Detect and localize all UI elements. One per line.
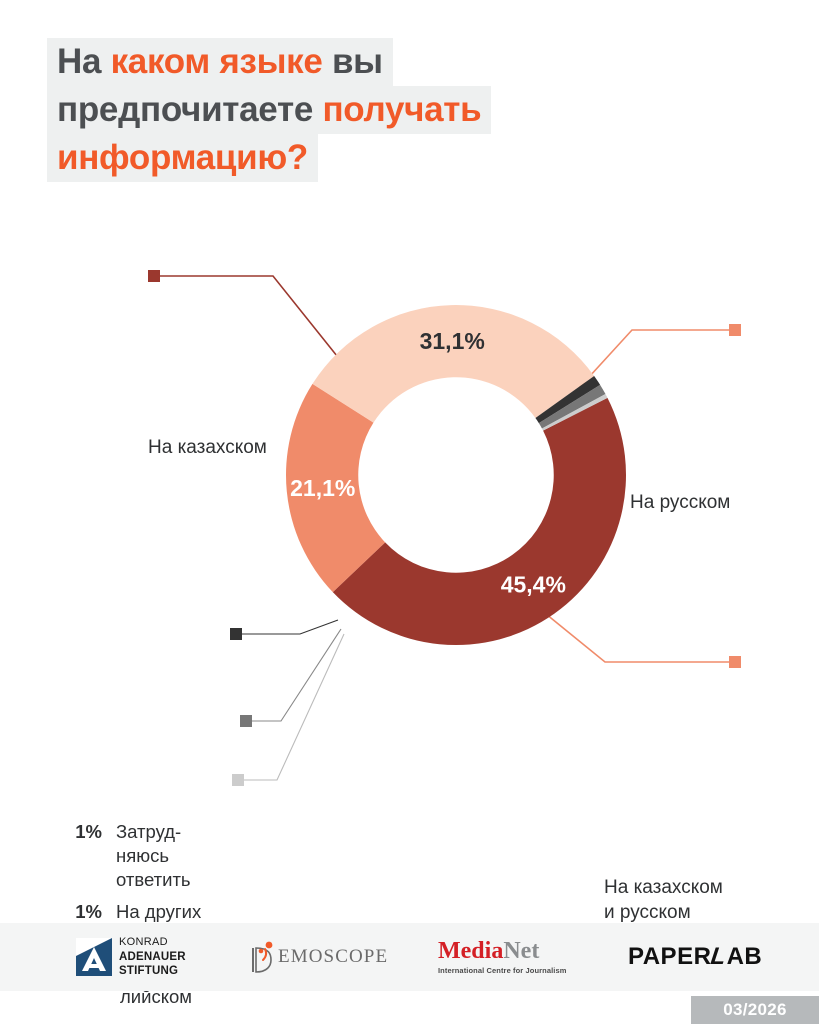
title-run: получать [322,90,482,130]
donut-slice[interactable] [541,394,608,431]
callout-text-hard-line3: ответить [116,869,191,891]
demoscope-logo-icon [251,940,277,974]
donut-chart: 45,4% 21,1% 31,1% На казахском На русском … [0,200,819,1007]
callout-text-hard-line1: Затруд- [116,821,182,842]
title-line-2: предпочитаете получать [47,86,492,135]
konrad-adenauer-logo-icon [76,938,112,976]
title-run: На [57,42,111,81]
logo-paperlab: PAPERLAB [628,923,762,991]
title-line-3: информацию? [47,134,319,183]
callout-pct-other: 1% [75,901,102,922]
callout-label-equal-line1: На казахском [604,877,723,898]
medianet-word-media: Media [438,938,504,964]
leader-line-hard [240,619,339,635]
donut-value-label: 31,1% [420,328,485,354]
callout-text-english-line2: лийском [120,986,193,1008]
callout-text-hard: Затруд- няюсь ответить [116,820,191,892]
leader-marker-equal [729,656,741,668]
title-run: вы [322,42,383,81]
kas-line-1: KONRAD [119,936,168,949]
leader-marker-english [232,774,244,786]
donut-slice[interactable] [286,383,386,593]
leader-line-kazakh [156,275,346,367]
donut-slices [286,304,627,646]
page-title: На каком языке вы предпочитаете получать… [47,38,707,183]
callout-label-russian: На русском [630,492,731,513]
callout-text-other-line1: На других [116,901,202,922]
title-run: каком языке [110,42,323,81]
leader-marker-kazakh [148,270,160,282]
callout-pct-hard: 1% [75,821,102,842]
leader-marker-other [240,715,252,727]
title-run: предпочитаете [57,90,323,130]
date-badge: 03/2026 [691,996,819,1024]
leader-line-other [250,628,342,722]
donut-slice[interactable] [538,384,606,429]
kas-line-3: STIFTUNG [119,964,179,977]
callout-label-equal-line2: и русском [604,901,691,923]
medianet-subtitle: International Centre for Journalism [438,966,567,975]
donut-slice[interactable] [332,397,627,646]
kas-line-2: ADENAUER [119,950,186,963]
paperlab-part3: AB [726,943,763,970]
donut-value-label: 45,4% [501,571,566,597]
paperlab-part1: PAPER [628,943,712,970]
footer-logo-band: KONRAD ADENAUER STIFTUNG EMOSCOPE M [0,923,819,991]
medianet-word-net: Net [503,938,540,964]
donut-slice[interactable] [312,304,595,423]
callout-text-hard-line2: няюсь [116,845,169,867]
logo-konrad-adenauer-stiftung: KONRAD ADENAUER STIFTUNG [76,923,186,991]
logo-medianet: MediaNet International Centre for Journa… [438,923,567,991]
demoscope-wordmark: EMOSCOPE [278,946,389,967]
paperlab-wordmark: PAPERLAB [628,943,762,971]
leader-line-english [242,633,345,781]
donut-chart-svg: 45,4% 21,1% 31,1% [148,270,741,786]
title-line-1: На каком языке вы [47,38,393,87]
donut-value-labels: 45,4% 21,1% 31,1% [290,328,566,597]
leader-marker-russian [729,324,741,336]
logo-demoscope: EMOSCOPE [251,923,388,991]
donut-slice[interactable] [535,375,601,424]
callout-label-kazakh: На казахском [148,437,267,458]
callout-row-hard: 1% Затруд- няюсь ответить [54,820,191,892]
donut-value-label: 21,1% [290,475,355,501]
title-run: информацию? [57,138,309,178]
leader-lines [148,270,741,786]
leader-marker-hard [230,628,242,640]
leader-line-equal [545,613,731,663]
